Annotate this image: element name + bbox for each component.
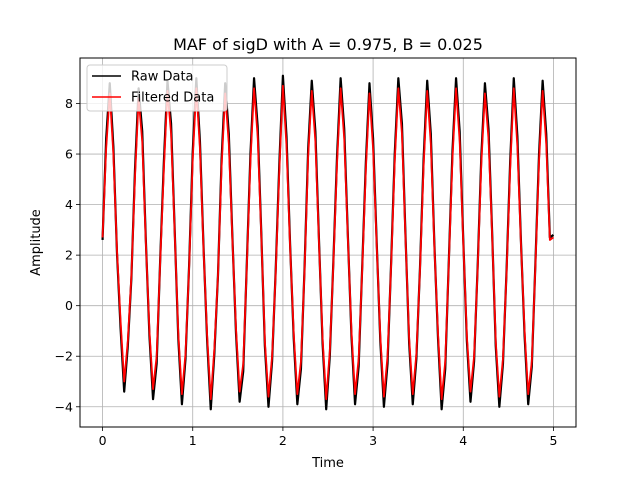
y-tick-label-2: 0	[65, 298, 73, 313]
legend-label-raw-data: Raw Data	[131, 70, 194, 85]
y-tick-label-6: 8	[65, 96, 73, 111]
chart-title: MAF of sigD with A = 0.975, B = 0.025	[173, 35, 483, 54]
x-tick-label-3: 3	[369, 433, 377, 448]
ticks: 0 1 2 3 4 5 −4 −2 0 2 4 6 8	[55, 96, 558, 448]
y-tick-label-5: 6	[65, 147, 73, 162]
y-tick-label-3: 2	[65, 248, 73, 263]
legend: Raw Data Filtered Data	[86, 64, 228, 112]
y-axis-title: Amplitude	[29, 209, 44, 276]
series-line-filtered-data	[101, 84, 554, 401]
x-tick-label-1: 1	[189, 433, 197, 448]
y-tick-label-1: −2	[55, 349, 73, 364]
x-tick-label-4: 4	[459, 433, 467, 448]
plot-lines	[101, 74, 555, 411]
legend-box	[86, 64, 228, 112]
y-tick-label-4: 4	[65, 197, 73, 212]
x-tick-label-2: 2	[279, 433, 287, 448]
x-tick-label-5: 5	[549, 433, 557, 448]
y-tick-label-0: −4	[55, 399, 73, 414]
axes-frame	[79, 57, 577, 428]
x-tick-label-0: 0	[99, 433, 107, 448]
legend-label-filtered-data: Filtered Data	[131, 91, 214, 106]
x-axis-title: Time	[311, 456, 344, 471]
